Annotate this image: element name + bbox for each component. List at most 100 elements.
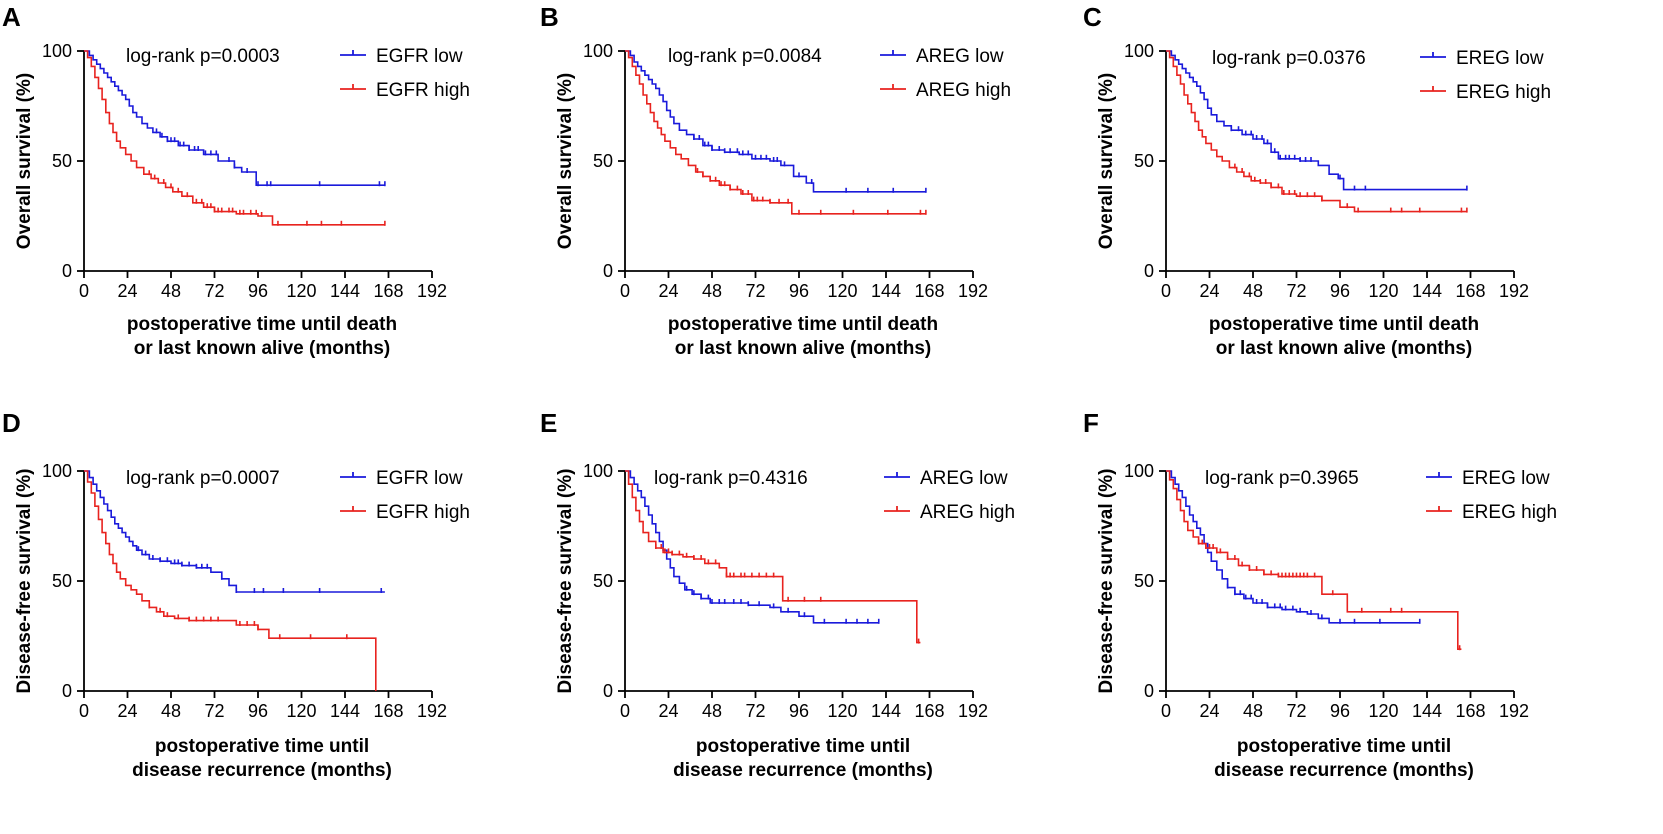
legend-label: EGFR low <box>376 468 463 489</box>
x-tick-label: 120 <box>286 281 316 301</box>
legend-label: EGFR high <box>376 502 470 523</box>
legend-label: AREG low <box>916 46 1004 67</box>
x-tick-label: 144 <box>330 281 360 301</box>
x-tick-label: 72 <box>745 701 765 721</box>
x-axis-title-line: disease recurrence (months) <box>673 760 933 781</box>
panel-letter: B <box>540 2 559 32</box>
panel-a: A 0 24 48 72 96 120 144 168 192 0 50 100 Overall surv… <box>2 2 470 359</box>
x-tick-label: 96 <box>789 701 809 721</box>
panel-letter: E <box>540 408 557 438</box>
x-tick-label: 48 <box>702 281 722 301</box>
x-axis-title-line: postoperative time until death <box>127 314 397 335</box>
x-tick-label: 96 <box>248 281 268 301</box>
x-tick-label: 168 <box>914 701 944 721</box>
km-curve <box>625 50 926 215</box>
x-tick-label: 192 <box>417 281 447 301</box>
km-curve <box>1166 50 1467 191</box>
legend-label: EREG high <box>1462 502 1557 523</box>
y-tick-label: 0 <box>1144 261 1154 281</box>
pvalue-annotation: log-rank p=0.0376 <box>1212 48 1366 69</box>
panel-letter: F <box>1083 408 1099 438</box>
y-tick-label: 50 <box>593 151 613 171</box>
y-tick-label: 0 <box>62 681 72 701</box>
x-tick-label: 0 <box>620 281 630 301</box>
km-curve <box>625 470 921 644</box>
x-tick-label: 72 <box>745 281 765 301</box>
km-curve <box>84 470 377 691</box>
panel-b: B 0 24 48 72 96 120 144 168 192 0 50 100 Overall surv… <box>540 2 1011 359</box>
x-tick-label: 48 <box>702 701 722 721</box>
x-tick-label: 0 <box>620 701 630 721</box>
series-egfr-high: EGFR high <box>84 470 470 691</box>
series-egfr-low: EGFR low <box>84 46 463 187</box>
x-tick-label: 120 <box>1368 281 1398 301</box>
x-tick-label: 120 <box>286 701 316 721</box>
km-curve <box>625 470 879 624</box>
y-tick-label: 0 <box>1144 681 1154 701</box>
x-axis-title-line: postoperative time until <box>155 736 369 757</box>
y-tick-label: 100 <box>583 461 613 481</box>
legend-label: AREG high <box>920 502 1015 523</box>
x-tick-label: 0 <box>1161 701 1171 721</box>
x-axis-title-line: disease recurrence (months) <box>132 760 392 781</box>
legend-label: AREG high <box>916 80 1011 101</box>
series-areg-low: AREG low <box>625 46 1004 193</box>
panel-f: F 0 24 48 72 96 120 144 168 192 0 50 100 Disease-free… <box>1083 408 1557 781</box>
x-tick-label: 0 <box>1161 281 1171 301</box>
x-tick-label: 72 <box>204 281 224 301</box>
y-tick-label: 100 <box>583 41 613 61</box>
x-tick-label: 168 <box>373 281 403 301</box>
x-tick-label: 24 <box>117 281 137 301</box>
series-egfr-high: EGFR high <box>84 50 470 226</box>
x-tick-label: 0 <box>79 281 89 301</box>
y-tick-label: 50 <box>52 571 72 591</box>
km-curve <box>625 50 926 193</box>
panel-d: D 0 24 48 72 96 120 144 168 192 0 50 100 Disease-free… <box>2 408 470 781</box>
series-ereg-high: EREG high <box>1166 470 1557 651</box>
panel-letter: D <box>2 408 21 438</box>
y-tick-label: 50 <box>1134 571 1154 591</box>
x-tick-label: 96 <box>1330 701 1350 721</box>
y-tick-label: 100 <box>1124 461 1154 481</box>
x-tick-label: 0 <box>79 701 89 721</box>
x-tick-label: 168 <box>914 281 944 301</box>
series-areg-high: AREG high <box>625 470 1015 644</box>
km-curve <box>1166 470 1420 624</box>
y-axis-title: Overall survival (%) <box>1096 73 1117 249</box>
y-axis-title: Disease-free survival (%) <box>555 469 576 694</box>
legend-label: AREG low <box>920 468 1008 489</box>
x-tick-label: 96 <box>1330 281 1350 301</box>
series-ereg-low: EREG low <box>1166 468 1550 624</box>
y-tick-label: 0 <box>603 681 613 701</box>
series-ereg-low: EREG low <box>1166 48 1544 191</box>
x-tick-label: 192 <box>958 281 988 301</box>
x-tick-label: 72 <box>1286 281 1306 301</box>
x-tick-label: 144 <box>871 701 901 721</box>
x-axis-title-line: disease recurrence (months) <box>1214 760 1474 781</box>
x-tick-label: 120 <box>1368 701 1398 721</box>
x-tick-label: 168 <box>1455 281 1485 301</box>
x-axis-title-line: postoperative time until death <box>668 314 938 335</box>
x-tick-label: 120 <box>827 701 857 721</box>
x-tick-label: 24 <box>658 701 678 721</box>
x-tick-label: 72 <box>1286 701 1306 721</box>
x-tick-label: 24 <box>658 281 678 301</box>
x-tick-label: 120 <box>827 281 857 301</box>
pvalue-annotation: log-rank p=0.0003 <box>126 46 280 67</box>
x-tick-label: 144 <box>1412 281 1442 301</box>
y-tick-label: 100 <box>42 41 72 61</box>
pvalue-annotation: log-rank p=0.3965 <box>1205 468 1359 489</box>
x-tick-label: 48 <box>1243 701 1263 721</box>
x-tick-label: 48 <box>161 701 181 721</box>
x-tick-label: 96 <box>248 701 268 721</box>
x-tick-label: 192 <box>1499 701 1529 721</box>
series-areg-high: AREG high <box>625 50 1011 215</box>
panel-letter: C <box>1083 2 1102 32</box>
x-tick-label: 48 <box>161 281 181 301</box>
y-tick-label: 50 <box>1134 151 1154 171</box>
x-tick-label: 96 <box>789 281 809 301</box>
x-axis-title-line: postoperative time until death <box>1209 314 1479 335</box>
pvalue-annotation: log-rank p=0.0007 <box>126 468 280 489</box>
y-tick-label: 0 <box>603 261 613 281</box>
x-tick-label: 24 <box>117 701 137 721</box>
